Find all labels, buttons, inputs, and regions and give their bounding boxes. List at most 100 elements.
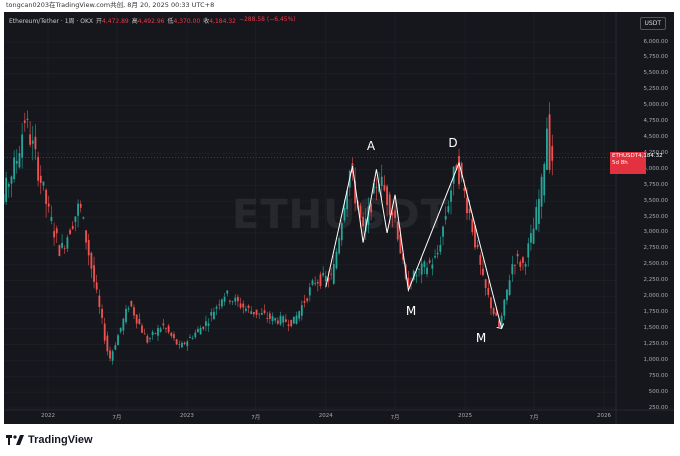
candle-body bbox=[412, 270, 415, 280]
symbol-name[interactable]: Ethereum/Tether · 1周 · OKX bbox=[9, 18, 94, 25]
candle-body bbox=[495, 312, 498, 316]
candlestick-chart[interactable] bbox=[4, 12, 674, 424]
candle-body bbox=[375, 186, 378, 188]
candle-body bbox=[442, 226, 444, 237]
candle-body bbox=[490, 297, 492, 309]
candle-body bbox=[330, 273, 333, 275]
candle-body bbox=[439, 244, 442, 252]
candle-body bbox=[250, 311, 253, 314]
candle-body bbox=[181, 342, 183, 348]
candle-body bbox=[503, 299, 506, 316]
close-value: 4,184.32 bbox=[209, 18, 236, 25]
candle-body bbox=[386, 186, 388, 206]
candle-body bbox=[130, 300, 133, 307]
candle-body bbox=[255, 309, 258, 315]
candle-body bbox=[506, 289, 508, 301]
candle-body bbox=[468, 208, 471, 213]
candle-body bbox=[316, 282, 319, 284]
candle-body bbox=[23, 120, 26, 123]
candle-body bbox=[229, 300, 231, 302]
chart-panel[interactable]: Ethereum/Tether · 1周 · OKX 开4,472.89 高4,… bbox=[4, 12, 674, 424]
price-tick-label: 5,750.00 bbox=[643, 54, 669, 61]
candle-body bbox=[133, 307, 135, 316]
badge-symbol: ETHUSDT bbox=[612, 153, 639, 159]
price-tick-label: 3,500.00 bbox=[643, 197, 669, 204]
candle-body bbox=[522, 257, 524, 263]
price-tick-label: 1,500.00 bbox=[643, 324, 669, 331]
pattern-label-a: A bbox=[366, 139, 376, 153]
candle-body bbox=[434, 256, 436, 258]
candle-body bbox=[63, 248, 66, 250]
candle-body bbox=[463, 187, 466, 191]
candle-body bbox=[244, 308, 247, 311]
candle-body bbox=[396, 222, 399, 240]
candle-body bbox=[484, 279, 487, 289]
time-tick-label: 7月 bbox=[529, 415, 539, 421]
price-tick-label: 3,250.00 bbox=[643, 213, 669, 220]
candle-body bbox=[117, 335, 119, 346]
price-tick-label: 5,500.00 bbox=[643, 70, 669, 77]
currency-button[interactable]: USDT bbox=[639, 17, 666, 30]
candle-body bbox=[125, 308, 127, 323]
candle-body bbox=[149, 338, 151, 340]
candle-body bbox=[122, 318, 125, 331]
candle-body bbox=[436, 252, 439, 255]
candle-body bbox=[10, 176, 13, 184]
candle-body bbox=[447, 206, 450, 213]
candle-body bbox=[530, 233, 532, 243]
candle-body bbox=[239, 303, 242, 308]
candle-body bbox=[340, 223, 343, 241]
candle-body bbox=[146, 335, 149, 343]
candle-body bbox=[268, 313, 271, 319]
candle-body bbox=[492, 308, 495, 315]
candle-body bbox=[306, 298, 309, 301]
candle-body bbox=[31, 140, 34, 144]
candle-body bbox=[287, 324, 290, 326]
candle-body bbox=[79, 203, 82, 208]
candle-body bbox=[527, 243, 530, 258]
candle-body bbox=[191, 337, 194, 339]
candle-body bbox=[138, 319, 141, 325]
candle-body bbox=[394, 210, 396, 218]
high-value: 4,492.96 bbox=[137, 18, 165, 25]
share-credit: tongcan0203在TradingView.com共创, 8月 20, 20… bbox=[6, 1, 215, 9]
candle-body bbox=[106, 335, 109, 352]
candle-body bbox=[519, 261, 522, 267]
time-tick-label: 7月 bbox=[390, 415, 400, 421]
price-tick-label: 6,000.00 bbox=[643, 38, 669, 45]
candle-body bbox=[479, 255, 482, 265]
candle-body bbox=[290, 319, 293, 327]
candle-body bbox=[58, 245, 61, 257]
price-tick-label: 4,750.00 bbox=[643, 118, 669, 125]
symbol-watermark: ETHUSDT bbox=[232, 192, 449, 238]
candle-body bbox=[319, 274, 322, 287]
candle-body bbox=[279, 315, 282, 325]
price-tick-label: 2,000.00 bbox=[643, 293, 669, 300]
candle-body bbox=[218, 304, 221, 306]
candle-body bbox=[514, 265, 516, 266]
candle-body bbox=[338, 238, 341, 254]
candle-body bbox=[5, 177, 8, 202]
candle-body bbox=[42, 181, 45, 186]
candle-body bbox=[391, 212, 394, 216]
price-tick-label: 500.00 bbox=[648, 388, 668, 395]
candle-body bbox=[103, 323, 106, 341]
candle-body bbox=[372, 183, 375, 194]
candle-body bbox=[151, 331, 154, 336]
tradingview-logo-icon bbox=[6, 435, 24, 445]
candle-body bbox=[82, 217, 85, 219]
candle-body bbox=[71, 225, 74, 229]
candle-body bbox=[202, 326, 205, 329]
candle-body bbox=[53, 231, 55, 238]
candle-body bbox=[167, 325, 170, 333]
candle-body bbox=[7, 184, 10, 187]
candle-body bbox=[18, 153, 21, 168]
candle-body bbox=[535, 207, 538, 230]
candle-body bbox=[466, 198, 468, 214]
time-tick-label: 7月 bbox=[251, 415, 261, 421]
candle-body bbox=[90, 252, 93, 269]
candle-body bbox=[213, 311, 215, 320]
candle-body bbox=[101, 308, 103, 318]
price-tick-label: 2,500.00 bbox=[643, 261, 669, 268]
pattern-arrowhead bbox=[496, 323, 505, 330]
